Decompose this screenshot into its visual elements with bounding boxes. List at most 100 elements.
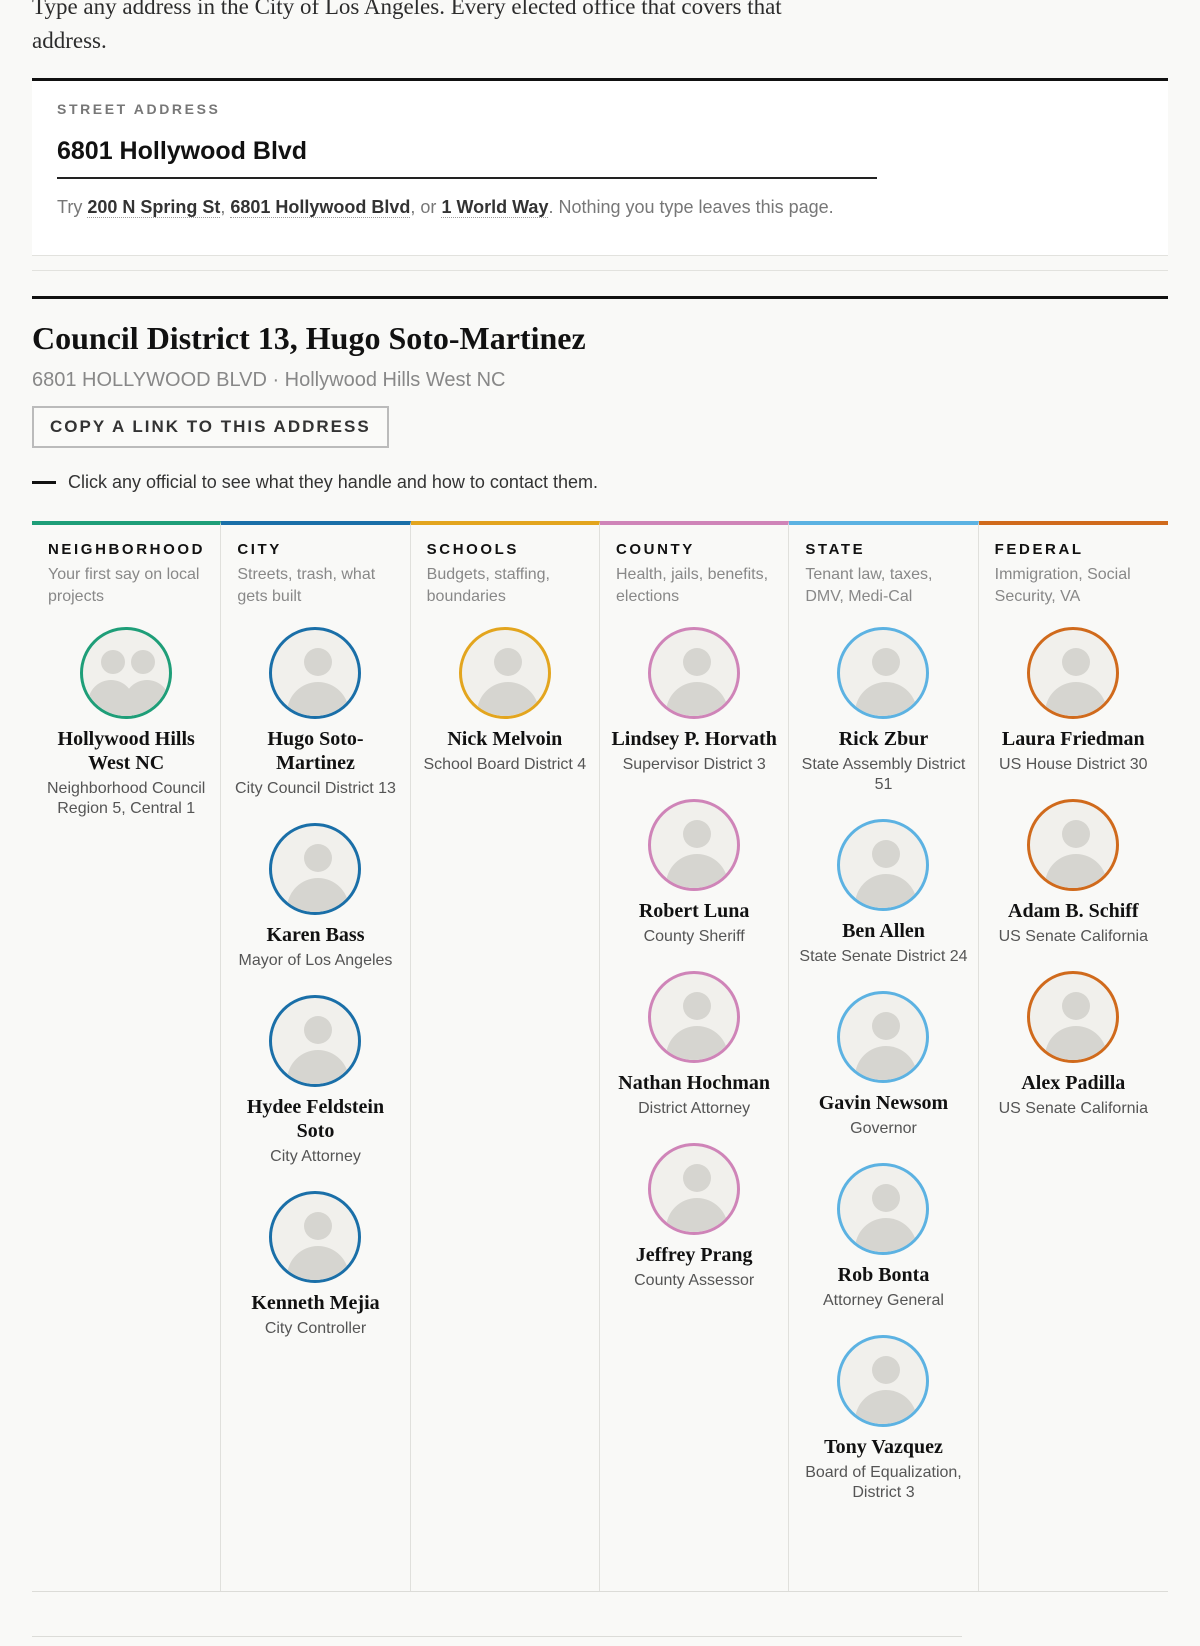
official-title: State Assembly District 51 — [801, 756, 966, 793]
official-card[interactable]: Jeffrey Prang County Assessor — [600, 1143, 788, 1291]
divider — [32, 1636, 962, 1637]
official-name: Alex Padilla — [1021, 1072, 1126, 1094]
column-header: FEDERAL Immigration, Social Security, VA — [979, 525, 1168, 627]
official-title: Governor — [850, 1120, 917, 1137]
column-name: COUNTY — [615, 541, 695, 558]
official-title: Neighborhood Council Region 5, Central 1 — [47, 780, 206, 817]
official-card[interactable]: Robert Luna County Sheriff — [600, 799, 788, 947]
person-avatar-icon — [837, 627, 930, 719]
official-name: Gavin Newsom — [818, 1092, 949, 1114]
hint-suffix: . Nothing you type leaves this page. — [548, 197, 834, 217]
official-card[interactable]: Rick Zbur State Assembly District 51 — [789, 627, 977, 795]
person-avatar-icon — [837, 1163, 930, 1255]
official-title: Attorney General — [823, 1292, 944, 1309]
official-name: Laura Friedman — [1001, 728, 1145, 750]
hint-separator: , — [220, 197, 231, 217]
dash-icon — [32, 481, 56, 484]
official-title: Supervisor District 3 — [622, 756, 766, 773]
official-card[interactable]: Nathan Hochman District Attorney — [600, 971, 788, 1119]
official-title: City Attorney — [270, 1148, 361, 1165]
official-name: Robert Luna — [638, 900, 750, 922]
column-name: CITY — [237, 541, 282, 558]
example-address-link[interactable]: 200 N Spring St — [87, 197, 221, 218]
official-name: Jeffrey Prang — [635, 1244, 753, 1266]
official-card[interactable]: Rob Bonta Attorney General — [789, 1163, 977, 1311]
official-card[interactable]: Gavin Newsom Governor — [789, 991, 977, 1139]
column-description: Health, jails, benefits, elections — [615, 566, 769, 605]
official-card[interactable]: Tony Vazquez Board of Equalization, Distr… — [789, 1335, 977, 1503]
street-address-label: STREET ADDRESS — [57, 101, 221, 117]
divider — [32, 270, 1168, 271]
official-card[interactable]: Laura Friedman US House District 30 — [979, 627, 1168, 775]
official-title: US Senate California — [998, 1100, 1149, 1117]
official-title: School Board District 4 — [423, 756, 587, 773]
official-card[interactable]: Hydee Feldstein Soto City Attorney — [221, 995, 409, 1167]
official-card[interactable]: Karen Bass Mayor of Los Angeles — [221, 823, 409, 971]
official-name: Ben Allen — [842, 920, 925, 942]
official-title: City Council District 13 — [235, 780, 396, 797]
person-avatar-icon — [648, 799, 741, 891]
column-description: Budgets, staffing, boundaries — [426, 566, 550, 605]
person-avatar-icon — [837, 991, 930, 1083]
official-card[interactable]: Adam B. Schiff US Senate California — [979, 799, 1168, 947]
address-hint: Try 200 N Spring St, 6801 Hollywood Blvd… — [57, 197, 1143, 218]
official-card[interactable]: Lindsey P. Horvath Supervisor District 3 — [600, 627, 788, 775]
intro-text: Type any address in the City of Los Ange… — [32, 0, 782, 53]
person-avatar-icon — [837, 1335, 930, 1427]
hint-separator: , or — [410, 197, 442, 217]
official-title: US House District 30 — [999, 756, 1148, 773]
official-name: Hugo Soto-Martinez — [267, 728, 364, 774]
official-card[interactable]: Nick Melvoin School Board District 4 — [411, 627, 599, 775]
person-avatar-icon — [837, 819, 930, 911]
official-name: Hydee Feldstein Soto — [246, 1096, 385, 1142]
official-name: Lindsey P. Horvath — [611, 728, 777, 750]
official-name: Nick Melvoin — [447, 728, 563, 750]
level-column-federal: FEDERAL Immigration, Social Security, VA L… — [978, 521, 1168, 1591]
example-address-link[interactable]: 6801 Hollywood Blvd — [230, 197, 411, 218]
official-card[interactable]: Hugo Soto-Martinez City Council District … — [221, 627, 409, 799]
column-header: NEIGHBORHOOD Your first say on local proj… — [32, 525, 220, 627]
level-column-county: COUNTY Health, jails, benefits, elections… — [599, 521, 790, 1591]
column-name: NEIGHBORHOOD — [48, 541, 206, 558]
person-avatar-icon — [1027, 627, 1120, 719]
page: Type any address in the City of Los Ange… — [32, 0, 1168, 1592]
level-column-schools: SCHOOLS Budgets, staffing, boundaries Nick… — [410, 521, 600, 1591]
official-title: County Sheriff — [643, 928, 745, 945]
click-tip: Click any official to see what they hand… — [32, 472, 1168, 493]
official-name: Tony Vazquez — [824, 1436, 943, 1458]
official-name: Kenneth Mejia — [251, 1292, 380, 1314]
column-description: Your first say on local projects — [48, 566, 200, 605]
column-header: COUNTY Health, jails, benefits, elections — [600, 525, 788, 627]
official-name: Nathan Hochman — [618, 1072, 770, 1094]
person-avatar-icon — [269, 995, 362, 1087]
official-title: Mayor of Los Angeles — [238, 952, 393, 969]
official-card[interactable]: Ben Allen State Senate District 24 — [789, 819, 977, 967]
official-name: Adam B. Schiff — [1008, 900, 1139, 922]
official-card[interactable]: Alex Padilla US Senate California — [979, 971, 1168, 1119]
hint-prefix: Try — [57, 197, 88, 217]
result-subtitle: 6801 HOLLYWOOD BLVD · Hollywood Hills We… — [32, 369, 506, 391]
column-description: Immigration, Social Security, VA — [994, 566, 1131, 605]
address-search-panel: STREET ADDRESS Try 200 N Spring St, 6801… — [32, 78, 1168, 256]
official-title: US Senate California — [998, 928, 1149, 945]
column-description: Streets, trash, what gets built — [237, 566, 376, 605]
example-address-link[interactable]: 1 World Way — [441, 197, 549, 218]
click-tip-text: Click any official to see what they hand… — [68, 472, 598, 492]
official-title: District Attorney — [638, 1100, 751, 1117]
official-name: Hollywood Hills West NC — [57, 728, 195, 774]
person-avatar-icon — [648, 627, 741, 719]
official-card[interactable]: Kenneth Mejia City Controller — [221, 1191, 409, 1339]
group-avatar-icon — [80, 627, 173, 719]
column-header: CITY Streets, trash, what gets built — [221, 525, 409, 627]
column-name: SCHOOLS — [426, 541, 520, 558]
official-card[interactable]: Hollywood Hills West NC Neighborhood Coun… — [32, 627, 220, 819]
officials-grid: NEIGHBORHOOD Your first say on local proj… — [32, 521, 1168, 1592]
official-name: Karen Bass — [266, 924, 365, 946]
person-avatar-icon — [269, 627, 362, 719]
street-address-input[interactable] — [57, 137, 877, 179]
person-avatar-icon — [1027, 799, 1120, 891]
official-title: Board of Equalization, District 3 — [805, 1464, 962, 1501]
copy-link-button[interactable]: COPY A LINK TO THIS ADDRESS — [32, 406, 389, 448]
official-title: City Controller — [264, 1320, 367, 1337]
person-avatar-icon — [648, 971, 741, 1063]
